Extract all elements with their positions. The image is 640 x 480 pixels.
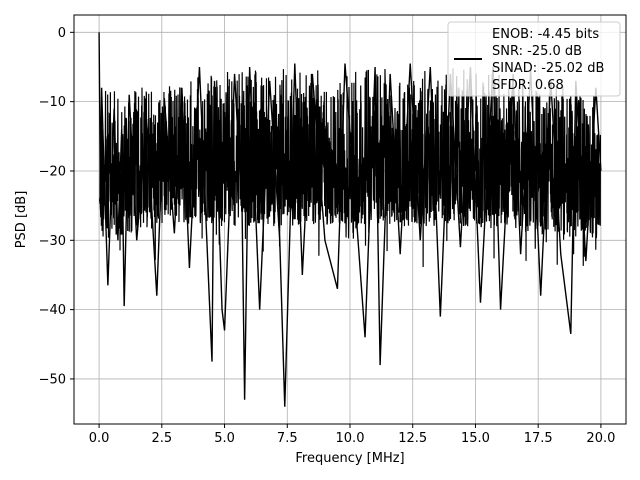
x-tick-label: 0.0 bbox=[89, 431, 110, 446]
legend-entry: SFDR: 0.68 bbox=[492, 78, 564, 93]
y-tick-label: 0 bbox=[58, 26, 66, 41]
y-axis-ticks: 0 −10 −20 −30 −40 −50 bbox=[39, 26, 74, 387]
x-tick-label: 2.5 bbox=[151, 431, 172, 446]
x-tick-label: 17.5 bbox=[524, 431, 553, 446]
y-axis-label: PSD [dB] bbox=[14, 191, 29, 249]
y-tick-label: −30 bbox=[39, 234, 66, 249]
y-tick-label: −40 bbox=[39, 303, 66, 318]
x-axis-ticks: 0.0 2.5 5.0 7.5 10.0 12.5 15.0 17.5 20.0 bbox=[89, 424, 615, 446]
y-tick-label: −20 bbox=[39, 164, 66, 179]
x-tick-label: 10.0 bbox=[336, 431, 365, 446]
x-tick-label: 12.5 bbox=[398, 431, 427, 446]
psd-series-line bbox=[98, 32, 602, 407]
y-tick-label: −50 bbox=[39, 372, 66, 387]
legend-entry: ENOB: -4.45 bits bbox=[492, 27, 599, 42]
legend: ENOB: -4.45 bits SNR: -25.0 dB SINAD: -25.… bbox=[447, 21, 621, 97]
legend-entry: SNR: -25.0 dB bbox=[492, 44, 582, 59]
plot-area bbox=[98, 32, 602, 407]
x-tick-label: 20.0 bbox=[586, 431, 615, 446]
x-tick-label: 5.0 bbox=[214, 431, 235, 446]
x-tick-label: 7.5 bbox=[277, 431, 298, 446]
x-tick-label: 15.0 bbox=[461, 431, 490, 446]
y-tick-label: −10 bbox=[39, 95, 66, 110]
legend-entry: SINAD: -25.02 dB bbox=[492, 61, 604, 76]
x-axis-label: Frequency [MHz] bbox=[295, 451, 404, 466]
legend-box bbox=[447, 21, 621, 97]
